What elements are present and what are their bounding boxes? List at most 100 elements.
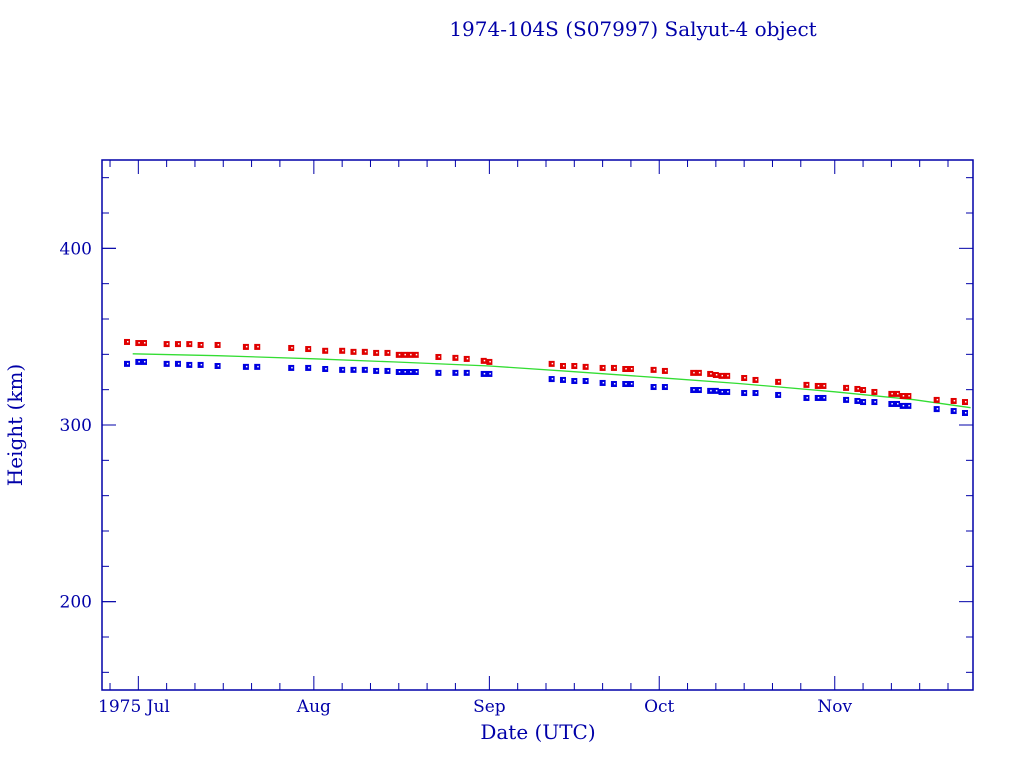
perigee-point-marker [953,410,956,412]
perigee-point-marker [404,371,406,373]
apogee-point-marker [189,343,191,345]
perigee-point-marker [438,371,440,374]
apogee-point-marker [778,380,780,383]
perigee-point-marker [364,368,367,371]
apogee-point-marker [755,378,757,381]
apogee-point-marker [257,345,259,348]
perigee-point-marker [630,383,633,385]
apogee-point-marker [857,387,859,390]
apogee-point-marker [387,351,389,354]
perigee-point-marker [902,404,905,407]
perigee-point-marker [455,371,457,374]
perigee-point-marker [613,383,616,385]
perigee-point-marker [585,380,588,382]
perigee-point-marker [166,362,169,365]
apogee-point-marker [585,365,588,368]
apogee-point-marker [200,343,203,346]
apogee-point-marker [874,390,876,393]
chart-title: 1974-104S (S07997) Salyut-4 object [449,17,816,41]
y-tick-label: 200 [60,593,92,613]
apogee-point-marker [410,353,412,356]
perigee-point-marker [562,378,565,381]
apogee-point-marker [177,343,180,345]
perigee-point-marker [823,396,825,399]
perigee-point-marker [846,398,848,401]
perigee-point-marker [857,399,859,402]
perigee-point-marker [778,393,780,396]
perigee-point-marker [891,402,893,405]
apogee-point-marker [574,364,576,367]
y-tick-label: 300 [60,416,92,436]
apogee-point-marker [127,340,129,343]
perigee-point-marker [710,389,712,392]
perigee-point-marker [744,392,746,394]
perigee-point-marker [936,408,939,410]
perigee-point-marker [415,371,418,373]
perigee-point-marker [257,365,259,368]
apogee-point-marker [625,367,627,370]
apogee-point-marker [897,392,899,395]
y-tick-label: 400 [60,239,92,259]
apogee-point-marker [806,383,808,386]
perigee-point-marker [908,404,910,407]
perigee-point-marker [245,365,248,368]
perigee-point-marker [387,369,389,372]
perigee-point-marker [698,389,701,391]
apogee-point-marker [721,374,724,377]
perigee-point-marker [897,402,899,405]
apogee-point-marker [953,399,956,402]
apogee-point-marker [308,348,310,350]
apogee-point-marker [936,398,939,401]
apogee-point-marker [562,364,565,367]
data-marks [124,338,971,416]
perigee-point-marker [217,364,220,367]
perigee-point-marker [342,368,344,371]
apogee-point-marker [483,359,486,362]
apogee-point-marker [846,386,848,389]
perigee-point-marker [325,367,327,370]
apogee-point-marker [415,353,418,356]
x-tick-label: Nov [817,697,852,717]
perigee-point-marker [817,396,820,399]
apogee-point-marker [693,371,695,374]
apogee-point-marker [653,368,656,371]
apogee-point-marker [455,356,457,359]
perigee-point-marker [664,386,667,388]
perigee-point-marker [138,360,140,363]
apogee-point-marker [489,360,491,363]
apogee-point-marker [902,395,905,397]
apogee-point-marker [466,357,469,360]
apogee-point-marker [664,369,667,372]
perigee-point-marker [127,362,129,365]
perigee-point-marker [574,380,576,382]
apogee-point-marker [744,377,746,379]
perigee-point-marker [625,383,627,385]
perigee-point-marker [964,411,967,414]
perigee-point-marker [177,362,180,365]
apogee-point-marker [823,384,825,387]
apogee-point-marker [376,351,378,354]
apogee-point-marker [325,349,327,352]
apogee-point-marker [404,353,406,356]
perigee-point-marker [727,390,729,393]
x-axis-label: Date (UTC) [480,720,595,744]
perigee-point-marker [551,378,554,380]
apogee-point-marker [398,353,401,356]
mean-height-line [132,353,971,409]
y-axis-label: Height (km) [3,364,27,486]
perigee-point-marker [755,392,757,394]
x-tick-label: 1975 Jul [98,697,170,717]
plot-frame [101,159,974,691]
perigee-point-marker [489,372,491,375]
apogee-point-marker [217,343,220,346]
x-tick-label: Sep [473,697,506,717]
apogee-point-marker [964,401,967,403]
apogee-point-marker [715,374,718,376]
apogee-point-marker [342,349,344,352]
apogee-point-marker [245,345,248,348]
perigee-point-marker [466,371,469,374]
apogee-point-marker [613,366,616,369]
apogee-point-marker [908,395,910,397]
perigee-point-marker [874,401,876,403]
